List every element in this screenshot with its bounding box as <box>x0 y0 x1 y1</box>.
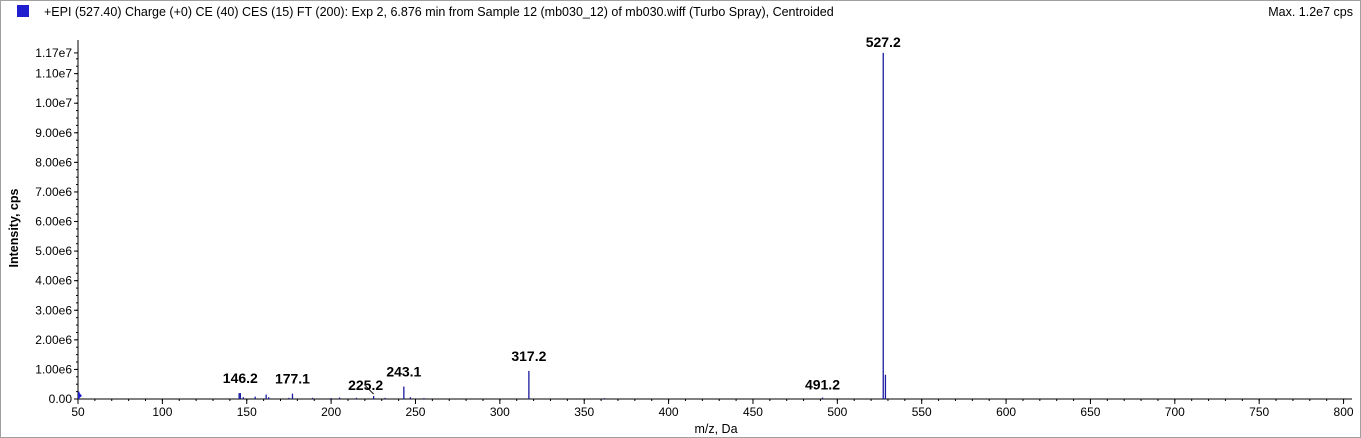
x-tick-label: 750 <box>1249 405 1269 419</box>
x-tick-label: 500 <box>827 405 847 419</box>
y-tick-label: 0.00 <box>49 392 73 406</box>
y-tick-label: 8.00e6 <box>35 155 72 169</box>
peak-label: 225.2 <box>348 377 383 393</box>
x-tick-label: 150 <box>237 405 257 419</box>
peak-label: 527.2 <box>866 34 901 50</box>
x-tick-label: 350 <box>574 405 594 419</box>
y-tick-label: 9.00e6 <box>35 126 72 140</box>
x-tick-label: 700 <box>1165 405 1185 419</box>
peak-label: 146.2 <box>223 370 258 386</box>
x-tick-label: 800 <box>1334 405 1354 419</box>
y-tick-label: 5.00e6 <box>35 244 72 258</box>
y-tick-label: 4.00e6 <box>35 274 72 288</box>
y-tick-label: 1.10e7 <box>35 67 72 81</box>
x-axis-title: m/z, Da <box>694 422 737 436</box>
x-tick-label: 550 <box>912 405 932 419</box>
legend-swatch <box>17 5 29 17</box>
peak-label: 491.2 <box>805 377 840 393</box>
y-tick-label: 3.00e6 <box>35 303 72 317</box>
y-tick-label: 6.00e6 <box>35 215 72 229</box>
peak-label: 243.1 <box>386 364 421 380</box>
y-tick-label: 7.00e6 <box>35 185 72 199</box>
x-tick-label: 200 <box>321 405 341 419</box>
x-tick-label: 650 <box>1080 405 1100 419</box>
y-tick-label: 1.17e7 <box>35 46 72 60</box>
x-tick-label: 450 <box>743 405 763 419</box>
x-tick-label: 600 <box>996 405 1016 419</box>
x-tick-label: 250 <box>405 405 425 419</box>
x-tick-label: 400 <box>659 405 679 419</box>
y-axis-ticks: 0.00 1.00e6 2.00e6 3.00e6 4.00e6 5.00e6 6.00e6… <box>35 46 78 406</box>
max-intensity-label: Max. 1.2e7 cps <box>1268 5 1353 19</box>
x-tick-label: 50 <box>71 405 85 419</box>
x-tick-label: 300 <box>490 405 510 419</box>
peak-label-leader <box>365 385 374 395</box>
y-tick-label: 1.00e7 <box>35 96 72 110</box>
y-tick-label: 1.00e6 <box>35 362 72 376</box>
spectrum-peaks <box>78 52 887 399</box>
axes <box>77 40 1352 400</box>
peak-label: 317.2 <box>511 348 546 364</box>
start-marker <box>78 391 82 399</box>
y-axis-title: Intensity, cps <box>7 188 21 267</box>
y-tick-label: 2.00e6 <box>35 333 72 347</box>
spectrum-title: +EPI (527.40) Charge (+0) CE (40) CES (1… <box>44 5 834 19</box>
x-tick-label: 100 <box>152 405 172 419</box>
peak-label: 177.1 <box>275 371 310 387</box>
x-axis-ticks: 50 100 150 200 250 300 350 400 450 500 550 600 650 70… <box>71 399 1354 419</box>
